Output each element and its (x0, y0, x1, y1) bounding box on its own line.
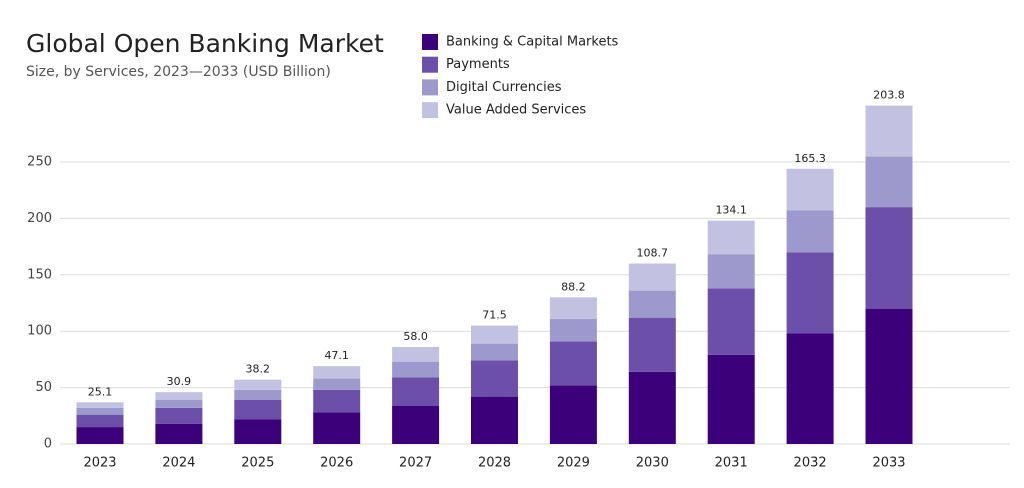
total-label: 203.8 (873, 89, 905, 102)
bar-segment (155, 423, 203, 444)
bar-segment (549, 385, 597, 444)
bar-segment (865, 308, 913, 444)
total-label: 30.9 (167, 375, 192, 388)
bar-segment (707, 288, 755, 355)
bar-segment (313, 412, 361, 444)
bar-segment (234, 379, 282, 390)
bar-segment (155, 407, 203, 424)
bar-segment (234, 419, 282, 444)
bar-segment (865, 207, 913, 309)
total-label: 165.3 (794, 152, 826, 165)
bar-segment (313, 366, 361, 379)
x-tick-label: 2031 (715, 456, 748, 471)
x-tick-label: 2023 (83, 456, 116, 471)
bar-segment (786, 168, 834, 211)
x-tick-label: 2026 (320, 456, 353, 471)
bar-segment (313, 389, 361, 413)
y-tick-label: 150 (27, 267, 52, 282)
total-label: 134.1 (715, 204, 747, 217)
legend-label: Banking & Capital Markets (446, 35, 619, 50)
bar-segment (786, 210, 834, 253)
legend-label: Value Added Services (446, 103, 586, 118)
legend-label: Digital Currencies (446, 80, 562, 95)
bar-segment (76, 427, 124, 444)
total-label: 108.7 (637, 247, 669, 260)
y-tick-label: 250 (27, 155, 52, 170)
bar-segment (392, 346, 440, 362)
chart-title: Global Open Banking Market (26, 29, 384, 58)
total-label: 71.5 (482, 309, 507, 322)
x-tick-label: 2033 (872, 456, 905, 471)
total-label: 47.1 (324, 349, 349, 362)
legend-swatch (422, 79, 438, 96)
bar-segment (471, 343, 518, 361)
legend-swatch (422, 34, 438, 50)
bar-segment (707, 254, 755, 289)
bar-segment (707, 354, 755, 444)
bar-segment (392, 361, 440, 378)
total-label: 88.2 (561, 280, 586, 293)
bar-segment (628, 371, 676, 444)
bar-segment (392, 405, 440, 444)
legend-swatch (422, 56, 438, 73)
bar-segment (628, 263, 676, 291)
x-tick-label: 2029 (557, 456, 590, 471)
x-tick-label: 2027 (399, 456, 432, 471)
bar-segment (234, 400, 282, 420)
bar-segment (786, 252, 834, 334)
bar-segment (865, 105, 913, 157)
bar-segment (707, 220, 755, 255)
bar-segment (628, 317, 676, 372)
bar-segment (471, 360, 518, 397)
bar-segment (549, 318, 597, 342)
bar-segment (392, 377, 440, 406)
bar-segment (471, 325, 518, 344)
bar-segment (786, 333, 834, 444)
bar-segment (234, 389, 282, 401)
chart-subtitle: Size, by Services, 2023—2033 (USD Billio… (26, 64, 331, 80)
bar-segment (471, 396, 518, 444)
bar-segment (865, 156, 913, 208)
total-label: 58.0 (403, 330, 428, 343)
bar-segment (76, 402, 124, 408)
y-tick-label: 50 (35, 380, 52, 395)
bar-segment (76, 407, 124, 415)
x-tick-label: 2025 (241, 456, 274, 471)
x-tick-label: 2030 (636, 456, 669, 471)
bar-segment (628, 290, 676, 318)
bar-segment (313, 378, 361, 390)
bar-segment (155, 400, 203, 408)
x-tick-label: 2032 (794, 456, 827, 471)
bar-segment (155, 392, 203, 401)
x-tick-label: 2028 (478, 456, 511, 471)
bar-segment (549, 297, 597, 319)
bar-segment (549, 341, 597, 386)
total-label: 38.2 (246, 363, 271, 376)
total-label: 25.1 (88, 385, 113, 398)
y-tick-label: 100 (27, 324, 52, 339)
x-tick-label: 2024 (162, 456, 195, 471)
legend-label: Payments (446, 57, 510, 72)
bar-segment (76, 414, 124, 428)
y-tick-label: 200 (27, 211, 52, 226)
y-tick-label: 0 (44, 437, 52, 452)
legend-swatch (422, 102, 438, 119)
